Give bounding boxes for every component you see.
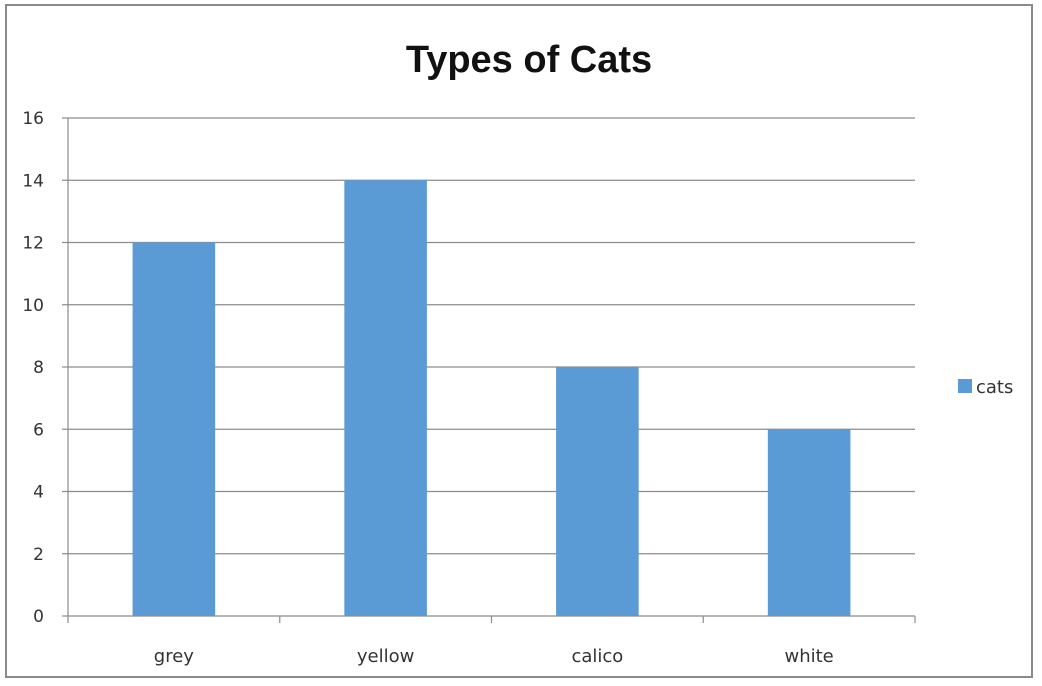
chart-title: Types of Cats <box>406 39 652 81</box>
legend-label: cats <box>976 377 1013 398</box>
bar-white <box>767 429 851 616</box>
bar-calico <box>556 367 639 616</box>
y-tick-label: 8 <box>33 358 44 378</box>
y-tick-label: 10 <box>22 296 44 316</box>
y-tick-label: 6 <box>33 420 44 440</box>
x-category-label: calico <box>571 646 623 667</box>
bar-yellow <box>344 180 427 616</box>
y-tick-label: 2 <box>33 545 44 565</box>
legend: cats <box>958 377 1013 398</box>
y-tick-label: 4 <box>33 483 44 503</box>
legend-swatch <box>958 379 972 393</box>
bars <box>132 180 851 616</box>
y-tick-label: 0 <box>33 607 44 627</box>
bar-grey <box>132 242 216 616</box>
x-category-label: yellow <box>357 646 414 667</box>
y-tick-label: 16 <box>22 109 44 129</box>
x-axis: grey yellow calico white <box>67 615 916 667</box>
y-axis: 0 2 4 6 8 10 12 14 16 <box>22 109 69 627</box>
x-category-label: white <box>784 646 833 667</box>
x-category-label: grey <box>154 646 195 667</box>
y-tick-label: 12 <box>22 234 44 254</box>
y-tick-label: 14 <box>22 171 44 191</box>
